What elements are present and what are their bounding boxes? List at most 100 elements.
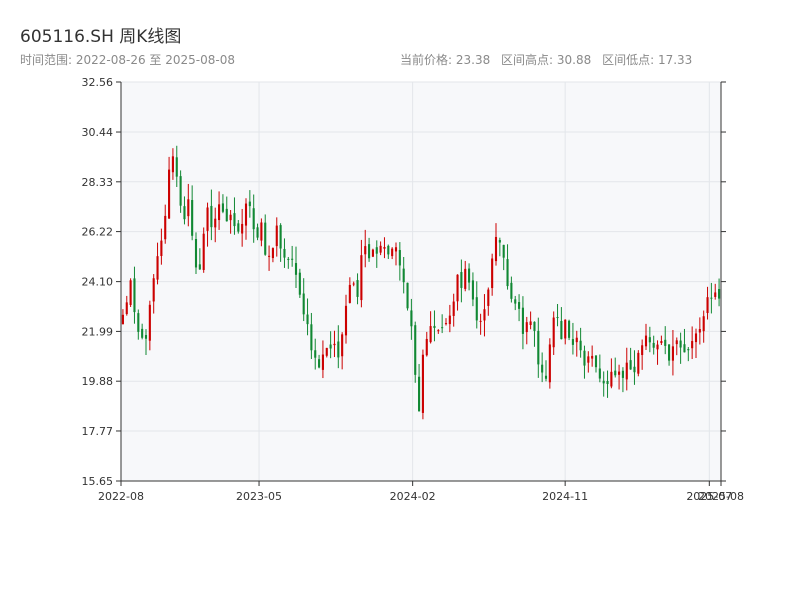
- candle-body: [571, 339, 574, 345]
- candle-body: [375, 247, 378, 254]
- candle-body: [244, 203, 248, 226]
- candle-body: [206, 207, 209, 231]
- candle-body: [133, 278, 136, 313]
- candle-body: [568, 320, 571, 338]
- candle-body: [710, 297, 713, 299]
- candle-body: [441, 327, 444, 329]
- candle-body: [364, 246, 367, 255]
- candle-body: [383, 246, 386, 249]
- candle-body: [221, 203, 224, 212]
- chart-title: 605116.SH 周K线图: [20, 27, 182, 47]
- candle-body: [494, 236, 498, 262]
- candle-body: [425, 338, 428, 356]
- candle-body: [637, 352, 640, 374]
- candle-body: [533, 321, 536, 331]
- candle-body: [210, 205, 213, 228]
- candle-body: [556, 317, 559, 319]
- candle-body: [614, 370, 617, 376]
- candle-body: [187, 199, 190, 217]
- y-tick-label: 24.10: [82, 276, 114, 289]
- y-tick-label: 15.65: [82, 475, 114, 488]
- candle-body: [175, 157, 178, 177]
- candle-body: [191, 200, 194, 236]
- candle-body: [591, 355, 594, 359]
- candle-body: [575, 337, 578, 343]
- candle-body: [633, 366, 636, 373]
- candle-body: [468, 268, 471, 283]
- candle-body: [121, 314, 124, 325]
- x-tick-label: 2025-08: [698, 490, 744, 503]
- candle-body: [214, 218, 217, 228]
- candle-body: [618, 371, 621, 375]
- candle-body: [694, 333, 698, 343]
- price-stats: 当前价格: 23.38 区间高点: 30.88 区间低点: 17.33: [400, 51, 699, 68]
- candle-body: [714, 292, 717, 297]
- candle-body: [371, 249, 374, 257]
- candle-body: [456, 274, 459, 302]
- candle-body: [683, 344, 686, 353]
- candle-body: [329, 344, 332, 349]
- candle-body: [418, 376, 421, 412]
- candle-body: [137, 313, 140, 332]
- candle-body: [471, 280, 474, 300]
- candle-body: [602, 380, 605, 384]
- candle-body: [652, 342, 655, 348]
- x-tick-label: 2024-02: [390, 490, 436, 503]
- candle-body: [398, 250, 401, 266]
- candle-body: [260, 222, 263, 241]
- candle-body: [321, 354, 324, 370]
- candle-body: [148, 304, 151, 341]
- candle-body: [156, 256, 159, 280]
- candle-body: [360, 255, 363, 301]
- candle-body: [691, 341, 694, 349]
- candle-body: [671, 346, 674, 361]
- candle-body: [252, 208, 255, 230]
- x-tick-label: 2025-07: [686, 490, 732, 503]
- candle-body: [368, 244, 371, 259]
- candle-body: [333, 343, 336, 346]
- y-tick-label: 19.88: [82, 375, 114, 388]
- candle-body: [129, 280, 132, 305]
- candle-body: [464, 268, 467, 289]
- y-tick-label: 28.33: [82, 176, 114, 189]
- candle-body: [660, 341, 663, 344]
- candle-body: [283, 248, 286, 258]
- date-range-label: 时间范围: 2022-08-26 至 2025-08-08: [20, 53, 235, 67]
- candle-body: [444, 323, 448, 325]
- candle-body: [279, 225, 282, 249]
- candle-body: [564, 319, 567, 339]
- range-low-label: 区间低点: 17.33: [602, 53, 693, 67]
- candle-body: [475, 297, 478, 321]
- candle-body: [679, 340, 682, 348]
- candle-body: [241, 223, 244, 234]
- candle-body: [452, 301, 455, 316]
- candle-body: [460, 272, 463, 288]
- candle-body: [144, 335, 148, 339]
- candle-body: [606, 380, 609, 385]
- range-high-label: 区间高点: 30.88: [501, 53, 592, 67]
- candle-body: [506, 259, 509, 287]
- candle-body: [437, 330, 440, 332]
- candle-body: [348, 284, 351, 303]
- candle-body: [218, 204, 221, 221]
- y-tick-label: 17.77: [82, 425, 114, 438]
- y-tick-label: 26.22: [82, 226, 114, 239]
- candle-body: [648, 337, 651, 343]
- candle-body: [179, 176, 182, 206]
- candle-body: [421, 354, 424, 413]
- candle-body: [687, 349, 690, 351]
- candle-body: [406, 282, 409, 309]
- x-tick-label: 2022-08: [98, 490, 144, 503]
- candle-body: [610, 371, 613, 387]
- candle-body: [487, 289, 490, 306]
- candle-body: [298, 272, 301, 295]
- candle-body: [337, 341, 340, 358]
- candle-body: [125, 302, 128, 315]
- candle-body: [302, 293, 305, 315]
- candle-body: [198, 264, 201, 270]
- candle-body: [587, 356, 590, 363]
- candle-body: [294, 263, 298, 275]
- candle-body: [514, 299, 517, 304]
- candle-body: [410, 310, 413, 327]
